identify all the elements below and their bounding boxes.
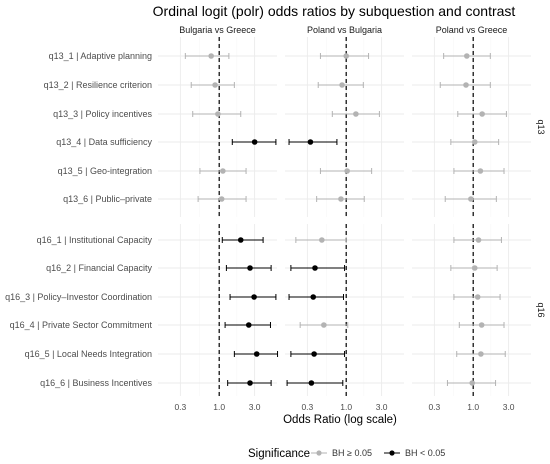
- x-tick-label: 1.0: [467, 402, 479, 412]
- y-tick-label: q16_2 | Financial Capacity: [46, 263, 152, 273]
- odds-ratio-point: [253, 351, 260, 357]
- odds-ratio-point: [308, 380, 315, 386]
- odds-ratio-point: [247, 380, 253, 386]
- y-tick-label: q16_6 | Business Incentives: [40, 378, 152, 388]
- facet-column-label: Poland vs Greece: [436, 25, 508, 35]
- odds-ratio-point: [463, 82, 469, 88]
- x-tick-label: 3.0: [503, 402, 515, 412]
- odds-ratio-point: [220, 168, 226, 174]
- odds-ratio-point: [474, 294, 481, 300]
- odds-ratio-point: [215, 111, 221, 117]
- x-tick-label: 3.0: [376, 402, 388, 412]
- x-tick-label: 3.0: [249, 402, 261, 412]
- odds-ratio-point: [471, 139, 478, 145]
- odds-ratio-point: [310, 294, 317, 300]
- odds-ratio-point: [307, 139, 314, 145]
- odds-ratio-point: [477, 168, 484, 174]
- facet-column-label: Poland vs Bulgaria: [307, 25, 382, 35]
- odds-ratio-point: [478, 351, 484, 357]
- odds-ratio-point: [463, 53, 470, 59]
- legend-label-nonsig: BH ≥ 0.05: [332, 448, 372, 458]
- x-tick-label: 1.0: [340, 402, 352, 412]
- odds-ratio-point: [312, 265, 318, 271]
- x-tick-label: 1.0: [213, 402, 225, 412]
- odds-ratio-point: [311, 351, 317, 357]
- legend-title: Significance: [248, 448, 310, 460]
- odds-ratio-point: [247, 265, 253, 271]
- odds-ratio-point: [212, 82, 218, 88]
- x-tick-label: 0.3: [301, 402, 313, 412]
- facet-column-label: Bulgaria vs Greece: [179, 25, 256, 35]
- odds-ratio-point: [353, 111, 359, 117]
- odds-ratio-point: [469, 380, 476, 386]
- chart-title: Ordinal logit (polr) odds ratios by subq…: [153, 3, 516, 19]
- x-tick-label: 0.3: [174, 402, 186, 412]
- odds-ratio-point: [339, 82, 345, 88]
- y-tick-label: q13_6 | Public–private: [63, 194, 152, 204]
- facet-row-label: q13: [536, 119, 546, 134]
- y-tick-label: q13_2 | Resilience criterion: [44, 80, 152, 90]
- odds-ratio-point: [208, 53, 214, 59]
- y-tick-label: q13_1 | Adaptive planning: [49, 51, 152, 61]
- y-tick-label: q16_4 | Private Sector Commitment: [10, 320, 153, 330]
- legend-label-sig: BH < 0.05: [405, 448, 445, 458]
- odds-ratio-point: [251, 139, 258, 145]
- x-tick-label: 0.3: [428, 402, 440, 412]
- odds-ratio-point: [245, 322, 252, 328]
- y-tick-label: q13_4 | Data sufficiency: [56, 137, 152, 147]
- y-tick-label: q16_5 | Local Needs Integration: [25, 349, 152, 359]
- odds-ratio-point: [338, 196, 344, 202]
- facet-row-label: q16: [536, 302, 546, 317]
- y-tick-label: q13_3 | Policy incentives: [53, 109, 152, 119]
- odds-ratio-point: [237, 237, 244, 243]
- legend-key-sig-point: [389, 450, 395, 456]
- odds-ratio-point: [471, 265, 478, 271]
- odds-ratio-point: [479, 111, 485, 117]
- odds-ratio-point: [343, 53, 349, 59]
- x-axis-label: Odds Ratio (log scale): [283, 414, 397, 426]
- odds-ratio-point: [319, 237, 325, 243]
- odds-ratio-point: [218, 196, 225, 202]
- odds-ratio-point: [344, 168, 350, 174]
- odds-ratio-point: [478, 322, 485, 328]
- y-tick-label: q16_3 | Policy–Investor Coordination: [5, 292, 152, 302]
- y-tick-label: q13_5 | Geo-integration: [58, 166, 152, 176]
- odds-ratio-point: [321, 322, 327, 328]
- odds-ratio-point: [251, 294, 257, 300]
- y-tick-label: q16_1 | Institutional Capacity: [37, 235, 153, 245]
- legend: Significance BH ≥ 0.05 BH < 0.05: [248, 448, 445, 460]
- odds-ratio-point: [475, 237, 482, 243]
- odds-ratio-point: [468, 196, 474, 202]
- legend-key-nonsig-point: [316, 450, 322, 456]
